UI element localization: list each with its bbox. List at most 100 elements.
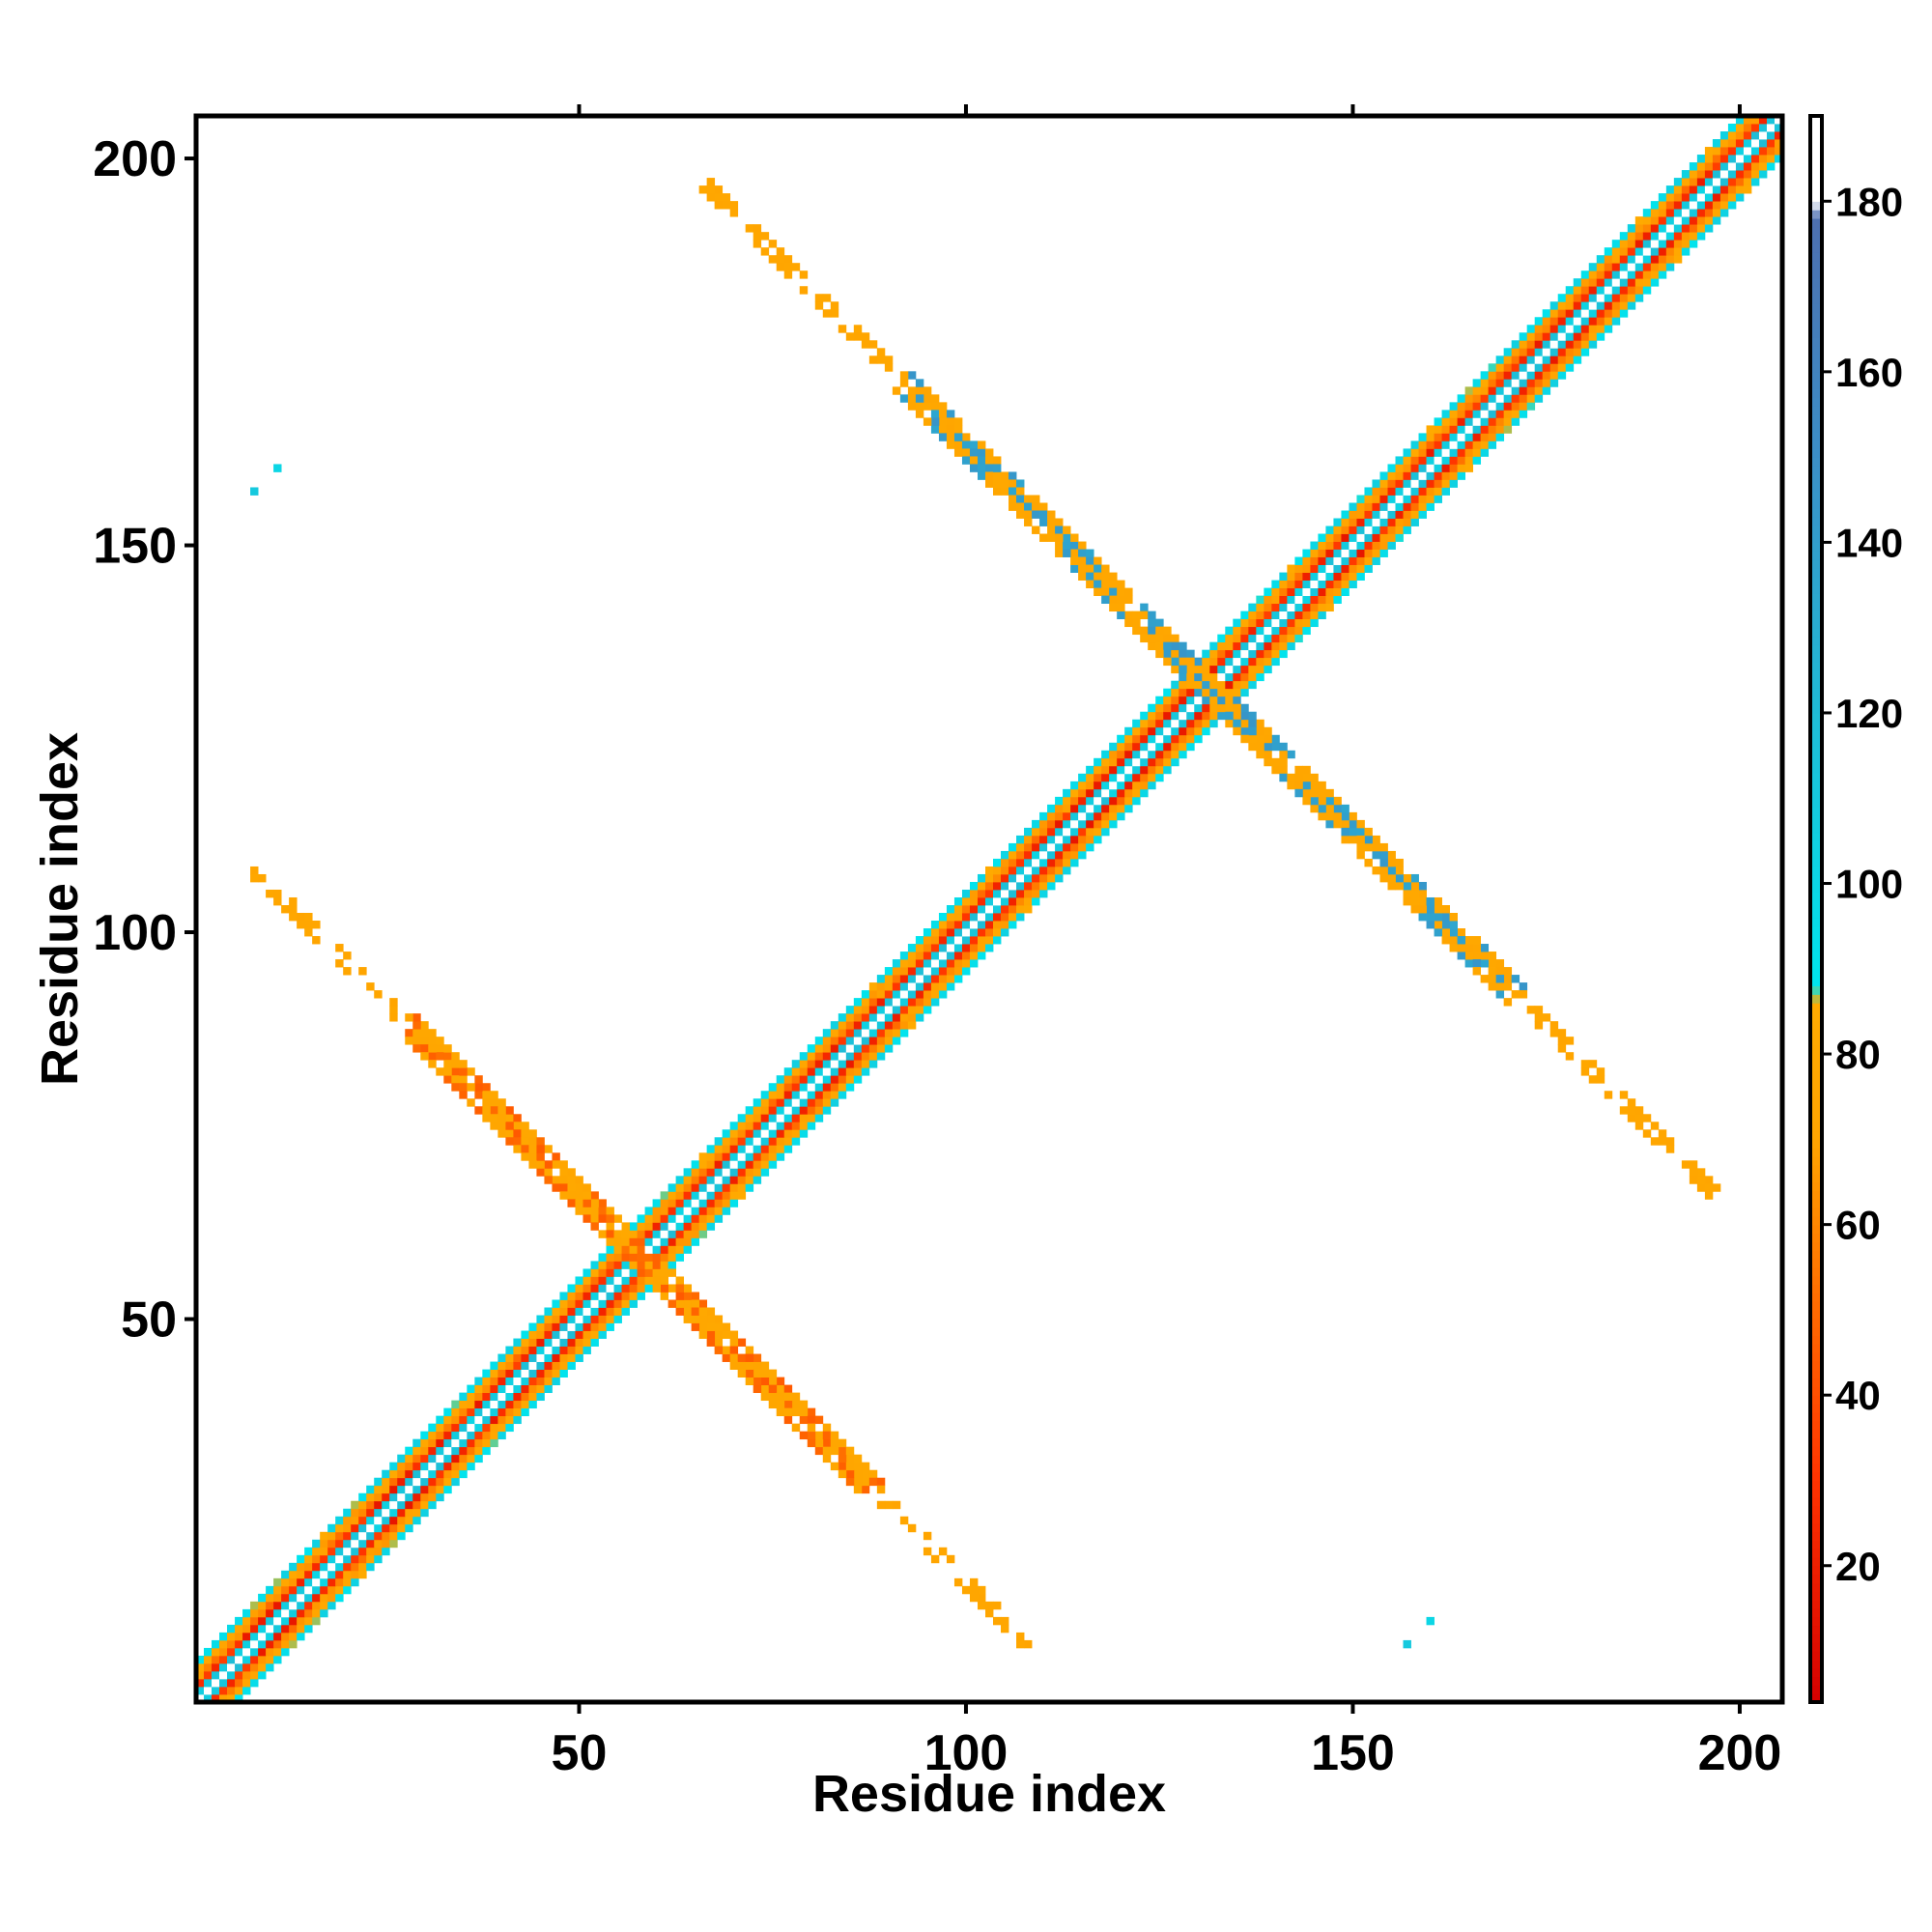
heatmap-cell [1480,433,1490,441]
heatmap-cell [660,1261,668,1269]
heatmap-cell [1341,526,1350,534]
heatmap-cell [1078,804,1087,813]
heatmap-cell [675,1199,685,1208]
heatmap-cell [1719,162,1729,171]
heatmap-cell [1124,742,1133,752]
heatmap-cell [1434,913,1442,922]
heatmap-cell [845,1006,855,1014]
colorbar-segment [1810,312,1822,322]
heatmap-cell [845,1021,855,1030]
colorbar-tick-label: 140 [1835,520,1903,565]
heatmap-cell [961,433,971,441]
heatmap-cell [993,1616,1002,1626]
heatmap-cell [822,1060,832,1068]
heatmap-cell [521,1152,529,1161]
heatmap-cell [1310,611,1319,620]
heatmap-cell [1557,317,1567,326]
heatmap-cell [985,944,994,952]
heatmap-cell [382,1508,390,1518]
heatmap-cell [1766,116,1776,125]
heatmap-cell [714,1199,724,1208]
heatmap-cell [304,928,313,937]
heatmap-cell [582,1268,591,1277]
heatmap-cell [358,1523,367,1533]
heatmap-cell [1611,309,1621,318]
heatmap-cell [1604,286,1613,295]
heatmap-cell [1488,379,1497,387]
heatmap-cell [745,1361,754,1370]
heatmap-cell [1457,928,1465,937]
heatmap-cell [1256,611,1264,620]
heatmap-cell [459,1067,468,1076]
heatmap-cell [1248,626,1257,636]
heatmap-cell [467,1083,475,1092]
heatmap-cell [1395,495,1404,503]
heatmap-cell [358,1554,367,1564]
heatmap-cell [559,1168,568,1177]
heatmap-cell [258,1624,267,1634]
heatmap-cell [760,1122,770,1130]
heatmap-cell [1117,796,1125,806]
heatmap-cell [938,944,948,952]
heatmap-cell [698,1299,708,1308]
heatmap-cell [1758,124,1768,132]
heatmap-cell [714,1160,724,1169]
heatmap-cell [1665,247,1675,256]
heatmap-cell [1248,672,1257,682]
heatmap-cell [1379,495,1388,503]
heatmap-cell [1055,866,1064,875]
heatmap-cell [1588,325,1598,333]
heatmap-cell [1534,371,1544,380]
heatmap-cell [1356,850,1365,860]
heatmap-cell [1001,471,1009,480]
heatmap-cell [1209,711,1218,721]
heatmap-cell [467,1384,475,1394]
heatmap-cell [242,1616,251,1626]
heatmap-cell [668,1199,677,1208]
heatmap-cell [938,1547,948,1556]
heatmap-cell [892,1013,901,1022]
heatmap-cell [652,1253,661,1262]
heatmap-cell [1086,773,1094,782]
heatmap-cell [1735,193,1745,202]
heatmap-cell [1132,726,1141,736]
heatmap-cell [915,967,924,976]
heatmap-cell [219,1670,228,1680]
heatmap-cell [1410,471,1419,480]
heatmap-cell [1063,827,1071,837]
heatmap-cell [374,1508,383,1518]
heatmap-cell [1689,1168,1698,1177]
heatmap-cell [930,975,940,983]
heatmap-cell [1186,703,1195,713]
heatmap-cell [528,1377,537,1385]
heatmap-cell [1264,611,1272,620]
heatmap-cell [1395,464,1404,472]
colorbar-segment [1810,533,1822,543]
heatmap-cell [1665,185,1675,194]
heatmap-cell [1457,417,1465,426]
heatmap-cell [853,332,863,341]
heatmap-cell [1364,487,1373,496]
heatmap-cell [807,1106,816,1115]
heatmap-cell [1704,209,1714,217]
heatmap-cell [1449,402,1458,411]
heatmap-cell [745,1106,754,1115]
heatmap-cell [1155,618,1164,628]
heatmap-cell [1573,294,1582,302]
heatmap-cell [513,1346,522,1354]
heatmap-cell [606,1292,614,1300]
heatmap-cell [969,889,979,898]
heatmap-cell [1441,425,1450,434]
heatmap-cell [1704,216,1714,225]
heatmap-cell [1488,975,1497,983]
heatmap-cell [1565,332,1575,341]
heatmap-cell [343,1562,352,1572]
heatmap-cell [273,1655,282,1664]
heatmap-cell [729,209,739,217]
heatmap-cell [1395,881,1404,891]
heatmap-cell [683,1230,693,1238]
heatmap-cell [946,975,955,983]
heatmap-cell [899,952,909,960]
heatmap-cell [1488,433,1497,441]
heatmap-cell [1735,139,1745,148]
